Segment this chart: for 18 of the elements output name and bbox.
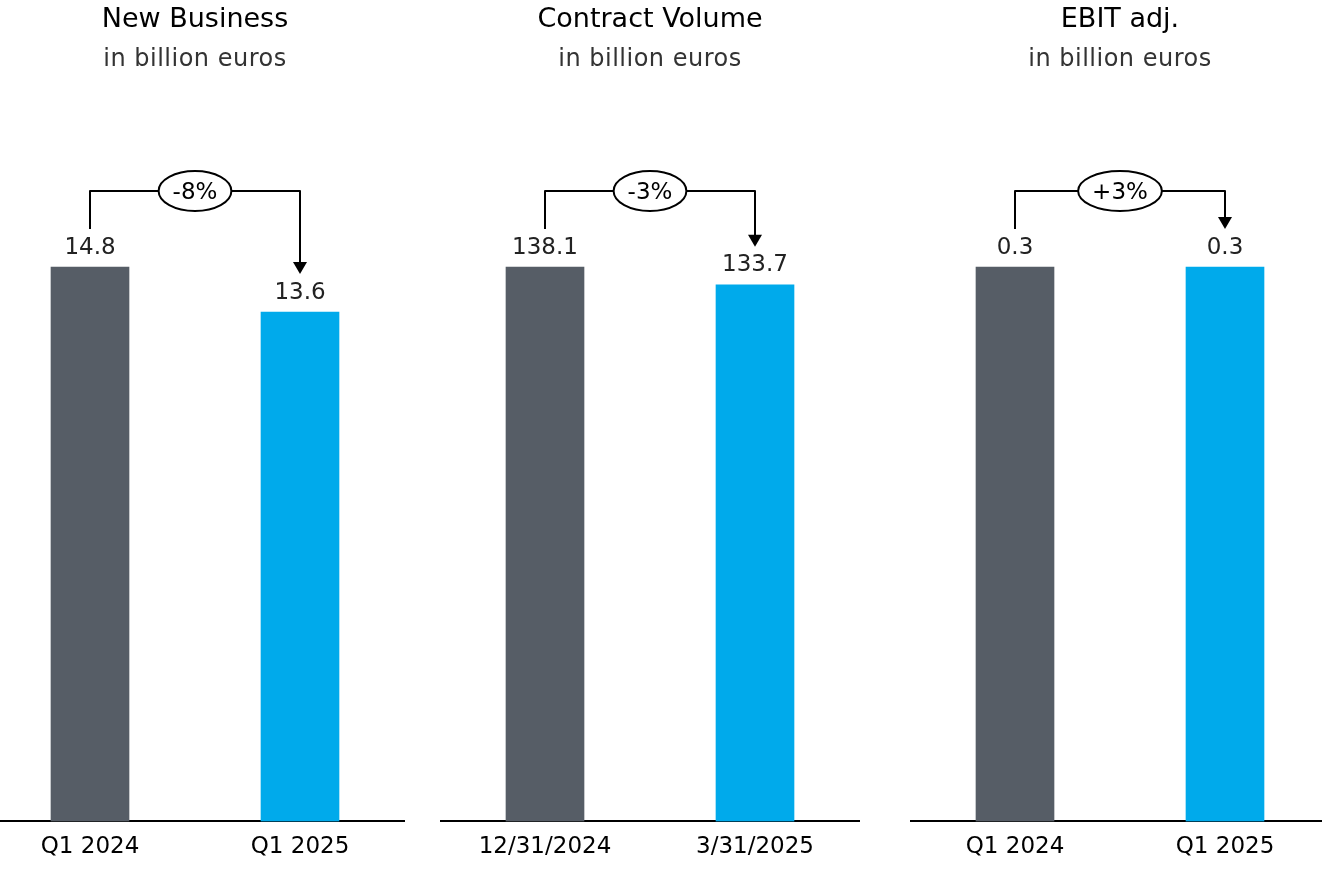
chart-title: Contract Volume: [536, 2, 764, 33]
data-label: 14.8: [64, 232, 116, 259]
data-label: 0.3: [1206, 232, 1244, 259]
data-label: 133.7: [722, 250, 788, 277]
x-tick-label: Q1 2024: [965, 832, 1065, 859]
x-tick-label: Q1 2025: [1175, 832, 1275, 859]
chart-subtitle: in billion euros: [1027, 44, 1213, 72]
chart-title: EBIT adj.: [1059, 2, 1181, 33]
chart-subtitle: in billion euros: [102, 44, 288, 72]
data-label: 0.3: [996, 232, 1034, 259]
x-tick-label: Q1 2024: [40, 832, 140, 859]
data-label: 13.6: [274, 277, 326, 304]
chart-subtitle: in billion euros: [557, 44, 743, 72]
x-tick-label: 12/31/2024: [478, 832, 612, 859]
data-label: 138.1: [512, 232, 578, 259]
x-tick-label: Q1 2025: [250, 832, 350, 859]
chart-title: New Business: [100, 2, 290, 33]
x-tick-label: 3/31/2025: [696, 832, 814, 859]
